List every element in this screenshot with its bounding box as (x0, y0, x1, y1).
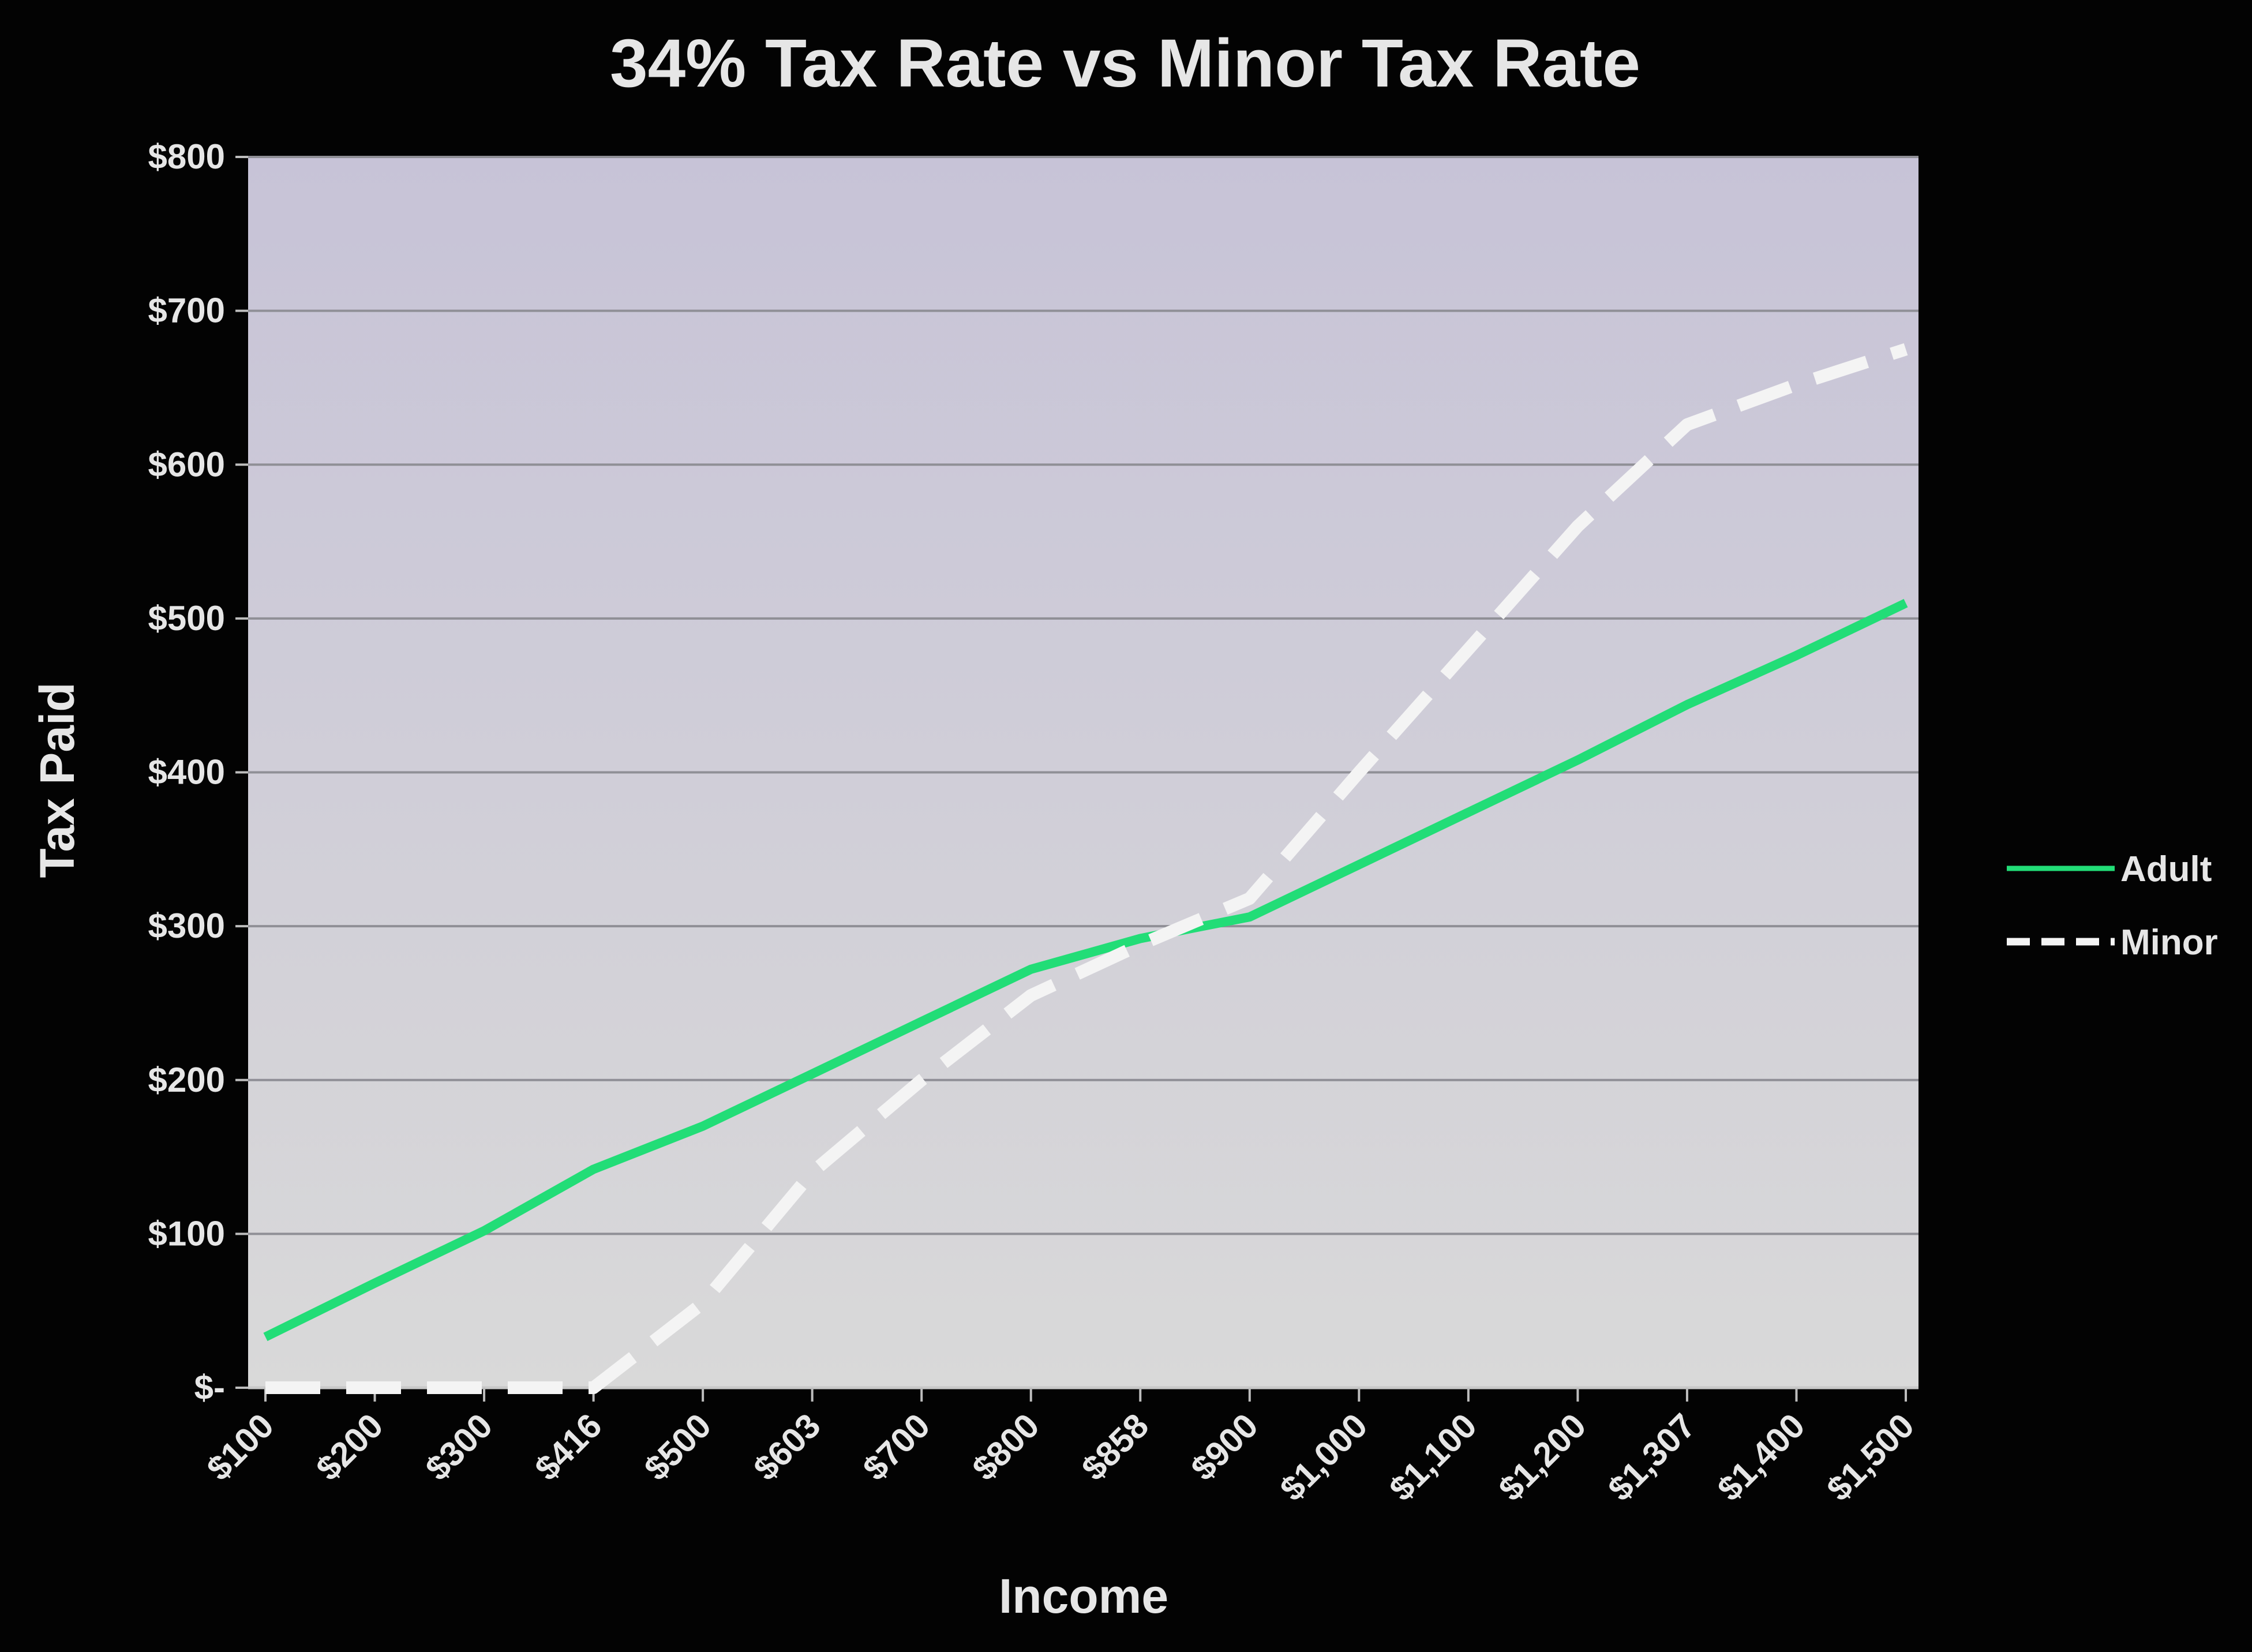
legend-label-minor: Minor (2120, 923, 2218, 962)
x-tick-label: $1,400 (1710, 1406, 1812, 1508)
x-tick-label: $200 (309, 1406, 391, 1488)
x-axis-label: Income (999, 1569, 1168, 1623)
y-tick-label: $800 (148, 137, 225, 176)
x-tick-label: $858 (1074, 1406, 1156, 1488)
x-tick-label: $900 (1183, 1406, 1265, 1488)
y-tick-label: $400 (148, 753, 225, 792)
x-tick-label: $1,500 (1819, 1406, 1921, 1508)
series-layer (263, 343, 1908, 1394)
series-line-minor (265, 343, 1908, 1394)
x-tick-label: $1,000 (1272, 1406, 1374, 1508)
x-axis-ticks: $100 $200 $300 $416 $500 $603 $700 $800 $858 $900… (199, 1388, 1921, 1508)
chart-title: 34% Tax Rate vs Minor Tax Rate (610, 25, 1640, 102)
legend: Adult Minor (2007, 849, 2218, 962)
y-tick-label: $- (194, 1368, 225, 1407)
y-axis-ticks: $- $100 $200 $300 $400 $500 $600 $700 $800 (148, 137, 248, 1407)
x-tick-label: $1,100 (1382, 1406, 1484, 1508)
x-tick-label: $700 (856, 1406, 938, 1488)
x-tick-label: $416 (527, 1406, 609, 1488)
y-tick-label: $700 (148, 291, 225, 330)
y-axis-label: Tax Paid (30, 682, 84, 878)
series-line-adult (263, 598, 1908, 1342)
y-tick-label: $500 (148, 599, 225, 638)
x-tick-label: $500 (637, 1406, 719, 1488)
legend-label-adult: Adult (2120, 849, 2212, 889)
y-tick-label: $200 (148, 1061, 225, 1099)
y-tick-label: $600 (148, 445, 225, 484)
x-tick-label: $1,200 (1491, 1406, 1593, 1508)
x-tick-label: $800 (965, 1406, 1047, 1488)
y-tick-label: $300 (148, 906, 225, 945)
x-tick-label: $603 (746, 1406, 828, 1488)
x-tick-label: $1,307 (1601, 1406, 1703, 1508)
x-tick-label: $100 (199, 1406, 281, 1488)
x-tick-label: $300 (418, 1406, 500, 1488)
y-tick-label: $100 (148, 1214, 225, 1253)
